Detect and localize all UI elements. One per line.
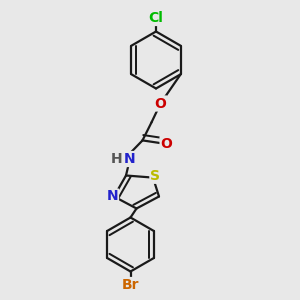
Text: O: O (154, 97, 166, 110)
Text: N: N (124, 152, 136, 166)
Text: Cl: Cl (148, 11, 164, 25)
Text: O: O (160, 137, 172, 151)
Text: N: N (106, 190, 118, 203)
Text: H: H (110, 152, 122, 166)
Text: Br: Br (122, 278, 139, 292)
Text: S: S (150, 169, 161, 183)
